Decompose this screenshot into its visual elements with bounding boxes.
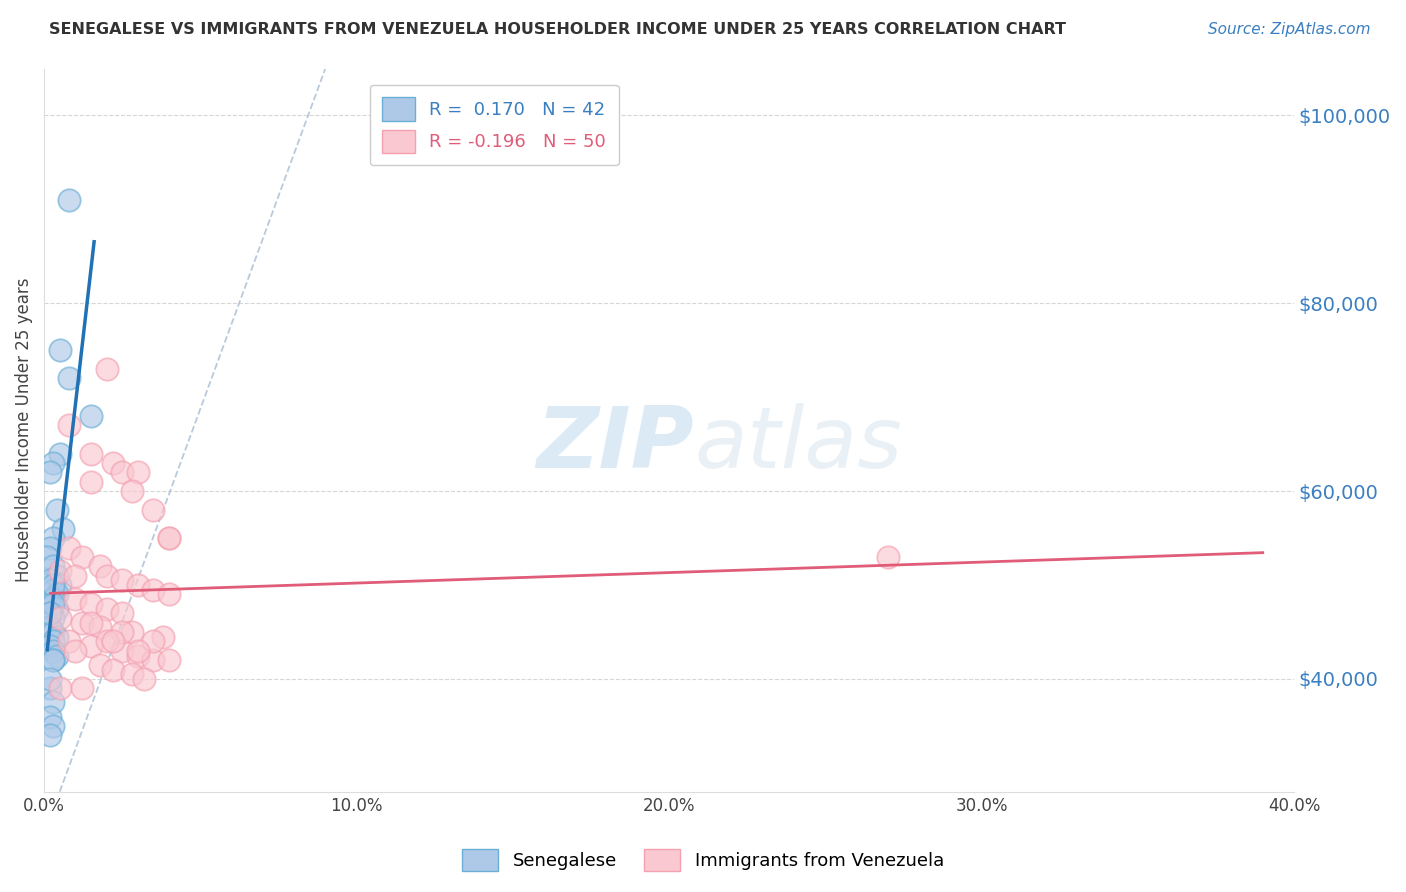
Point: [80, 615, 103, 630]
Point: [42, 653, 65, 667]
Point: [132, 672, 155, 686]
Point: [45, 630, 67, 644]
Point: [42, 531, 65, 545]
Point: [111, 625, 134, 640]
Point: [42, 559, 65, 574]
Point: [101, 456, 124, 470]
Point: [80, 409, 103, 423]
Point: [70, 615, 93, 630]
Point: [39, 607, 62, 621]
Point: [89, 620, 111, 634]
Point: [142, 582, 165, 597]
Point: [157, 531, 180, 545]
Point: [65, 592, 87, 607]
Text: Source: ZipAtlas.com: Source: ZipAtlas.com: [1208, 22, 1371, 37]
Point: [121, 484, 143, 499]
Point: [42, 644, 65, 658]
Point: [101, 634, 124, 648]
Point: [37, 615, 59, 630]
Point: [58, 541, 80, 555]
Point: [42, 597, 65, 611]
Point: [39, 541, 62, 555]
Point: [58, 193, 80, 207]
Point: [39, 709, 62, 723]
Point: [142, 503, 165, 517]
Point: [42, 653, 65, 667]
Point: [80, 597, 103, 611]
Point: [39, 681, 62, 696]
Point: [157, 531, 180, 545]
Point: [48, 578, 70, 592]
Point: [39, 639, 62, 653]
Point: [48, 611, 70, 625]
Point: [39, 607, 62, 621]
Point: [42, 625, 65, 640]
Legend: Senegalese, Immigrants from Venezuela: Senegalese, Immigrants from Venezuela: [456, 842, 950, 879]
Point: [58, 634, 80, 648]
Point: [876, 549, 898, 564]
Point: [152, 630, 174, 644]
Point: [142, 653, 165, 667]
Point: [58, 371, 80, 385]
Point: [48, 564, 70, 578]
Point: [127, 466, 149, 480]
Text: atlas: atlas: [695, 403, 903, 486]
Point: [39, 574, 62, 588]
Point: [127, 648, 149, 663]
Point: [48, 343, 70, 358]
Point: [70, 681, 93, 696]
Point: [58, 418, 80, 433]
Point: [121, 667, 143, 681]
Point: [96, 634, 118, 648]
Point: [111, 466, 134, 480]
Point: [39, 728, 62, 742]
Point: [127, 578, 149, 592]
Point: [52, 522, 75, 536]
Legend: R =  0.170   N = 42, R = -0.196   N = 50: R = 0.170 N = 42, R = -0.196 N = 50: [370, 85, 619, 166]
Point: [39, 620, 62, 634]
Point: [80, 639, 103, 653]
Point: [111, 607, 134, 621]
Point: [42, 582, 65, 597]
Point: [45, 587, 67, 601]
Point: [70, 549, 93, 564]
Point: [65, 644, 87, 658]
Point: [39, 466, 62, 480]
Point: [48, 681, 70, 696]
Point: [127, 644, 149, 658]
Text: ZIP: ZIP: [537, 403, 695, 486]
Point: [42, 611, 65, 625]
Point: [89, 559, 111, 574]
Point: [45, 503, 67, 517]
Point: [96, 362, 118, 376]
Point: [45, 648, 67, 663]
Point: [39, 597, 62, 611]
Point: [42, 696, 65, 710]
Point: [37, 549, 59, 564]
Point: [142, 634, 165, 648]
Point: [42, 456, 65, 470]
Point: [101, 663, 124, 677]
Point: [42, 578, 65, 592]
Point: [157, 653, 180, 667]
Point: [45, 601, 67, 615]
Point: [96, 601, 118, 615]
Point: [96, 568, 118, 582]
Point: [42, 634, 65, 648]
Text: SENEGALESE VS IMMIGRANTS FROM VENEZUELA HOUSEHOLDER INCOME UNDER 25 YEARS CORREL: SENEGALESE VS IMMIGRANTS FROM VENEZUELA …: [49, 22, 1066, 37]
Point: [65, 568, 87, 582]
Point: [111, 644, 134, 658]
Point: [42, 719, 65, 733]
Point: [45, 568, 67, 582]
Point: [80, 475, 103, 489]
Point: [80, 447, 103, 461]
Point: [42, 592, 65, 607]
Y-axis label: Householder Income Under 25 years: Householder Income Under 25 years: [15, 278, 32, 582]
Point: [39, 672, 62, 686]
Point: [157, 587, 180, 601]
Point: [89, 657, 111, 672]
Point: [48, 447, 70, 461]
Point: [111, 574, 134, 588]
Point: [121, 625, 143, 640]
